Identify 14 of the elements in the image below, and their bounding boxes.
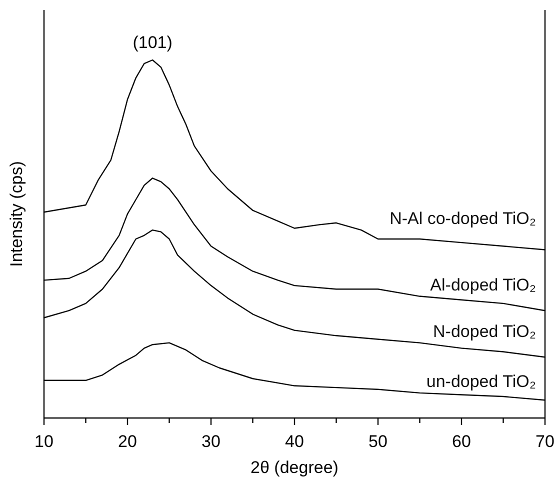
annotation: (101) [132, 33, 172, 52]
x-tick-label: 50 [368, 432, 388, 451]
x-tick-label: 10 [34, 432, 54, 451]
x-tick-label: 30 [202, 432, 220, 451]
x-tick-label: 20 [118, 432, 137, 451]
x-tick-label: 60 [452, 432, 471, 451]
series-label: Al-doped TiO₂ [430, 275, 536, 294]
series-label: N-doped TiO₂ [433, 322, 536, 341]
x-tick-label: 40 [285, 432, 304, 451]
x-tick-label: 70 [536, 432, 554, 451]
series-label: N-Al co-doped TiO₂ [390, 209, 536, 228]
y-axis-title: Intensity (cps) [7, 161, 26, 267]
series-label: un-doped TiO₂ [426, 372, 536, 391]
x-axis-title: 2θ (degree) [250, 458, 338, 477]
